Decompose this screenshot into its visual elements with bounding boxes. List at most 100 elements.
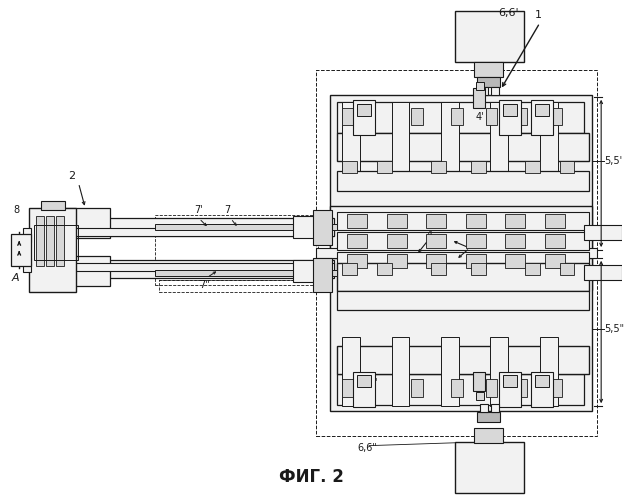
Bar [342,161,357,173]
Bar [357,376,371,388]
Bar [525,263,540,274]
Bar [154,216,318,284]
Bar [353,100,375,136]
Bar [515,380,527,397]
Bar [316,70,597,253]
Bar [293,260,323,281]
Bar [477,77,501,87]
Text: 8: 8 [13,206,19,216]
Bar [540,337,558,406]
Bar [23,228,31,242]
Bar [337,232,589,250]
Bar [63,208,110,238]
Bar [535,376,549,388]
Bar [387,234,406,248]
Bar [46,216,54,266]
Bar [426,234,446,248]
Bar [63,263,334,271]
Bar [41,200,65,210]
Text: ФИГ. 2: ФИГ. 2 [279,468,344,486]
Bar [23,258,31,272]
Bar [330,206,592,290]
Bar [504,376,517,388]
Text: 9": 9" [367,378,377,388]
Bar [499,372,521,407]
Bar [426,214,446,228]
Bar [426,254,446,268]
Text: 7: 7 [224,206,230,216]
Text: 3: 3 [466,235,472,245]
Bar [337,252,589,270]
Bar [585,265,622,280]
Bar [313,210,332,245]
Bar [342,380,354,397]
Bar [474,428,504,442]
Bar [347,214,367,228]
Bar [63,228,334,236]
Bar [506,214,525,228]
Bar [342,337,360,406]
Text: 2: 2 [68,171,76,181]
Bar [56,216,63,266]
Bar [337,346,589,374]
Bar [466,254,485,268]
Bar [387,254,406,268]
Bar [515,108,527,126]
Bar [535,104,549,116]
Bar [29,208,77,292]
Bar [357,104,371,116]
Bar [466,234,485,248]
Bar [362,108,374,126]
Bar [353,372,375,407]
Bar [342,263,357,274]
Bar [337,134,589,161]
Bar [392,337,409,406]
Bar [337,102,585,134]
Bar [545,254,565,268]
Bar [36,216,44,266]
Bar [342,108,354,126]
Bar [531,372,553,407]
Bar [585,226,622,240]
Bar [337,212,589,230]
Text: 4': 4' [475,112,484,122]
Bar [560,161,575,173]
Text: 3": 3" [539,384,550,394]
Bar [540,102,558,171]
Bar [492,404,499,412]
Bar [525,161,540,173]
Bar [316,253,597,436]
Bar [545,214,565,228]
Bar [455,442,524,493]
Bar [550,108,561,126]
Text: 6,6": 6,6" [357,442,377,452]
Bar [431,161,446,173]
Bar [63,256,110,286]
Bar [154,224,337,230]
Bar [337,290,589,310]
Text: 9': 9' [367,128,376,138]
Bar [34,226,78,260]
Bar [392,102,409,171]
Bar [485,108,497,126]
Bar [455,11,524,63]
Bar [337,374,585,405]
Bar [475,392,484,400]
Bar [313,258,332,292]
Text: 4: 4 [426,230,433,240]
Bar [377,263,392,274]
Bar [471,263,485,274]
Bar [550,380,561,397]
Bar [485,380,497,397]
Bar [545,234,565,248]
Bar [387,214,406,228]
Bar [330,258,592,411]
Bar [441,102,459,171]
Bar [63,260,334,278]
Bar [473,88,485,108]
Bar [531,100,553,136]
Bar [504,104,517,116]
Bar [490,102,508,171]
Bar [342,102,360,171]
Bar [471,161,485,173]
